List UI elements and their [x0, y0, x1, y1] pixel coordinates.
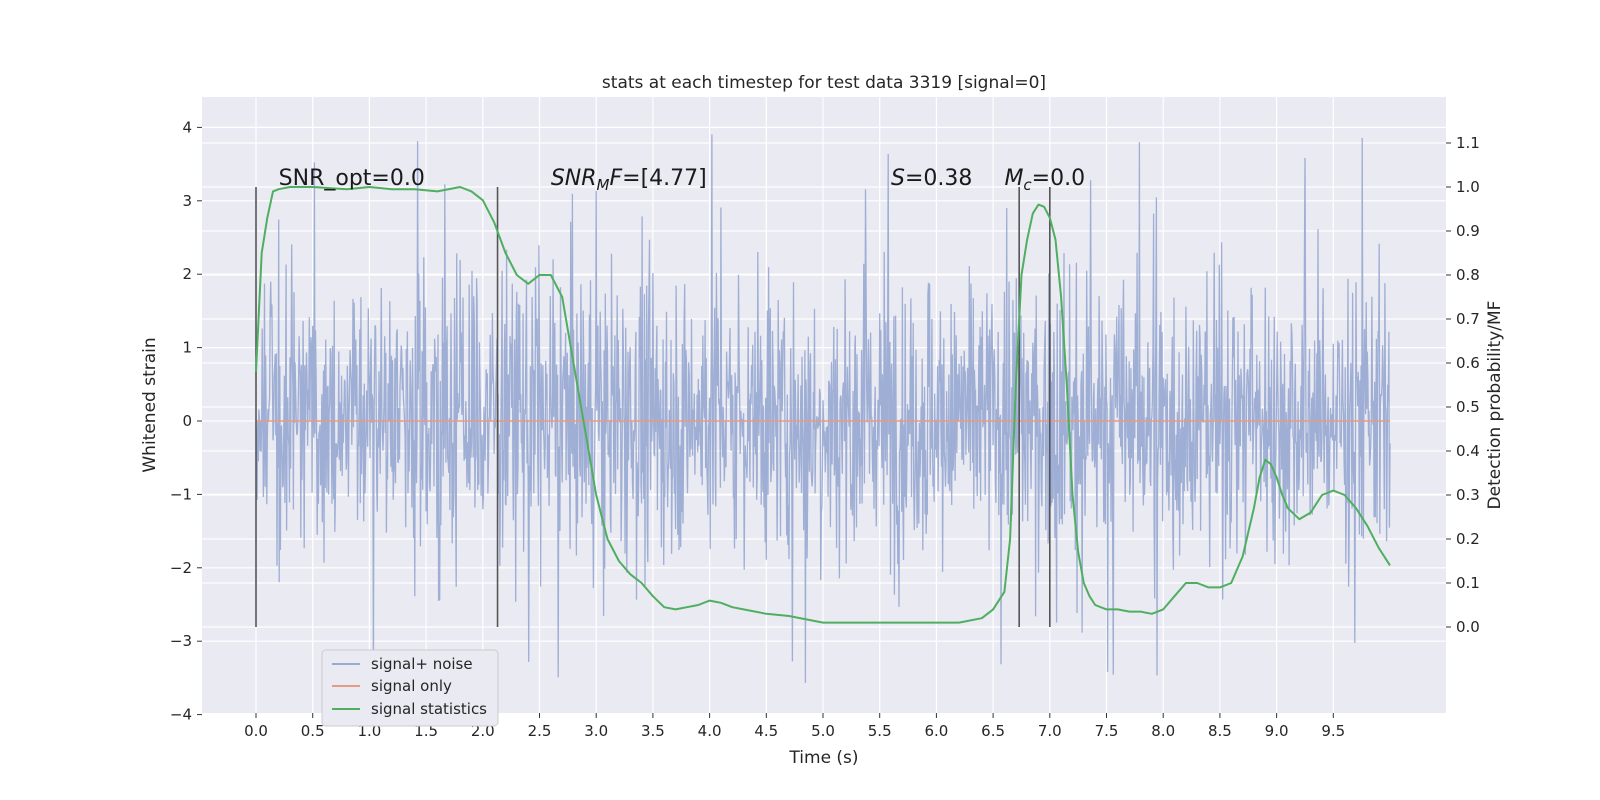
x-axis-ticks: 0.0 0.5 1.0 1.5 2.0 2.5 3.0 3.5 4.0 4.5 5.0 5.5 6.0 6… [244, 713, 1345, 740]
x-tick-label: 3.0 [584, 722, 608, 740]
y-left-tick-label: −1 [170, 485, 192, 503]
y-right-tick-label: 0.9 [1456, 222, 1480, 240]
y-right-tick-label: 0.0 [1456, 618, 1480, 636]
y-right-tick-label: 0.8 [1456, 266, 1480, 284]
y-left-tick-label: 4 [182, 118, 192, 136]
y-right-tick-label: 0.5 [1456, 398, 1480, 416]
annotations: SNR_opt=0.0 SNRMF=[4.77] S=0.38 Mc=0.0 [279, 166, 1085, 194]
x-tick-label: 6.0 [924, 722, 948, 740]
y-left-tick-label: 0 [182, 412, 192, 430]
y-left-tick-label: −4 [170, 706, 192, 724]
y-right-tick-label: 0.7 [1456, 310, 1480, 328]
y-axis-left-label: Whitened strain [140, 337, 160, 472]
signal-noise-line [255, 134, 1391, 685]
x-tick-label: 9.5 [1321, 722, 1345, 740]
y-axis-right-ticks: 1.1 1.0 0.9 0.8 0.7 0.6 0.5 0.4 0.3 0.2 0.1 0.0 [1446, 134, 1480, 636]
vertical-marker-lines [255, 187, 1051, 627]
x-tick-label: 5.5 [868, 722, 892, 740]
y-right-tick-label: 0.3 [1456, 486, 1480, 504]
y-right-tick-label: 0.2 [1456, 530, 1480, 548]
annotation-3: Mc=0.0 [1004, 166, 1085, 194]
legend-box [321, 649, 499, 727]
y-left-tick-label: −3 [170, 632, 192, 650]
x-tick-label: 4.0 [698, 722, 722, 740]
x-tick-label: 0.0 [244, 722, 268, 740]
legend: signal+ noise signal only signal statist… [321, 649, 499, 727]
y-left-tick-label: 2 [182, 265, 192, 283]
y-left-tick-label: 1 [182, 339, 192, 357]
x-axis-label: Time (s) [788, 748, 858, 768]
y-right-tick-label: 1.0 [1456, 178, 1480, 196]
y-axis-left-ticks: 4 3 2 1 0 −1 −2 −3 −4 [170, 118, 202, 724]
chart-title: stats at each timestep for test data 331… [602, 73, 1046, 93]
annotation-0: SNR_opt=0.0 [279, 166, 425, 191]
y-left-tick-label: −2 [170, 559, 192, 577]
y-right-tick-label: 0.4 [1456, 442, 1480, 460]
legend-label-signal-noise: signal+ noise [371, 655, 473, 673]
x-tick-label: 7.5 [1095, 722, 1119, 740]
x-tick-label: 0.5 [301, 722, 325, 740]
legend-label-signal-statistics: signal statistics [371, 700, 487, 718]
legend-label-signal-only: signal only [371, 677, 452, 695]
x-tick-label: 9.0 [1265, 722, 1289, 740]
x-tick-label: 4.5 [754, 722, 778, 740]
x-tick-label: 3.5 [641, 722, 665, 740]
y-axis-right-label: Detection probability/MF [1485, 301, 1505, 510]
x-tick-label: 6.5 [981, 722, 1005, 740]
y-right-tick-label: 1.1 [1456, 134, 1480, 152]
x-tick-label: 8.5 [1208, 722, 1232, 740]
signal-statistics-series [255, 186, 1391, 624]
annotation-1: SNRMF=[4.77] [551, 166, 707, 194]
signal-statistics-line [255, 186, 1391, 624]
y-right-tick-label: 0.6 [1456, 354, 1480, 372]
x-tick-label: 5.0 [811, 722, 835, 740]
x-tick-label: 8.0 [1151, 722, 1175, 740]
y-left-tick-label: 3 [182, 192, 192, 210]
x-tick-label: 2.5 [528, 722, 552, 740]
x-tick-label: 7.0 [1038, 722, 1062, 740]
y-right-tick-label: 0.1 [1456, 574, 1480, 592]
signal-noise-series [255, 134, 1391, 685]
annotation-2: S=0.38 [891, 166, 972, 191]
